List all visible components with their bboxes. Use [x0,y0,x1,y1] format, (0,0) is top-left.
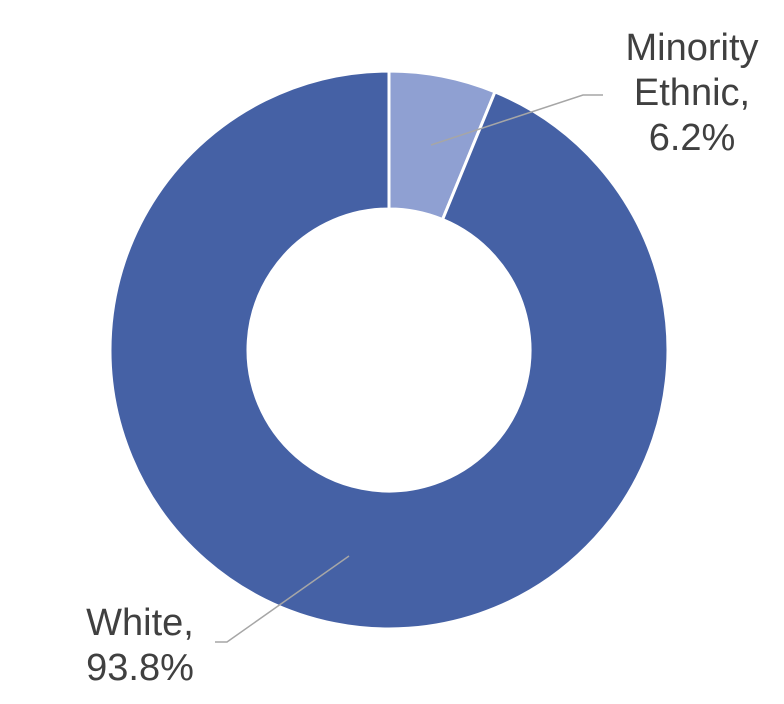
donut-slices [108,69,670,631]
data-label-minority-ethnic-line-2: Ethnic, [634,72,750,114]
leader-line-minority-ethnic [430,94,603,146]
data-label-minority-ethnic-line-1: Minority [625,27,758,69]
leader-lines [215,94,603,643]
leader-line-white [215,555,350,643]
data-label-white-line-1: White, [86,602,194,644]
data-label-minority-ethnic-line-3: 6.2% [649,117,736,159]
data-label-white-line-2: 93.8% [86,647,194,689]
donut-slice-white [108,69,670,631]
